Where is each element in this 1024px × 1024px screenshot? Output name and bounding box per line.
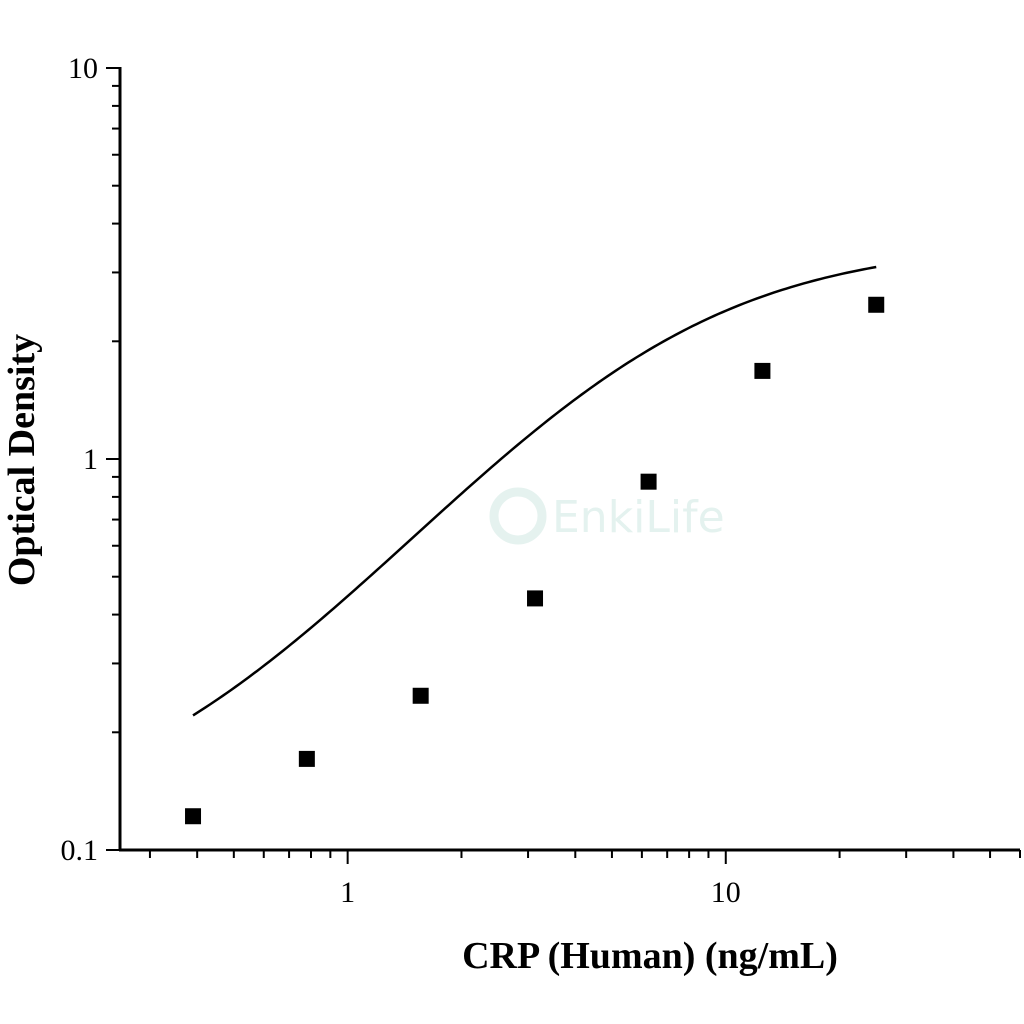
watermark-text: EnkiLife — [552, 492, 725, 543]
y-tick-label: 1 — [83, 443, 98, 476]
fit-curve-layer — [192, 265, 877, 717]
x-tick-label: 10 — [711, 876, 741, 909]
x-axis-title: CRP (Human) (ng/mL) — [462, 935, 838, 977]
watermark: EnkiLife — [489, 487, 725, 545]
y-axis-title: Optical Density — [1, 334, 43, 586]
ticks: 0.1 1 10 1 10 — [61, 52, 1021, 909]
x-tick-label: 1 — [340, 876, 355, 909]
fit-curve — [192, 265, 877, 717]
data-points — [185, 296, 885, 825]
y-tick-label: 0.1 — [61, 834, 99, 867]
data-point — [527, 590, 544, 607]
axes — [118, 67, 1020, 852]
data-point — [754, 362, 771, 379]
data-point — [640, 473, 657, 490]
data-point — [185, 808, 202, 825]
data-point — [868, 296, 885, 313]
data-point — [412, 687, 429, 704]
y-tick-label: 10 — [68, 52, 98, 85]
data-point — [298, 750, 315, 767]
watermark-logo-icon — [489, 487, 547, 545]
